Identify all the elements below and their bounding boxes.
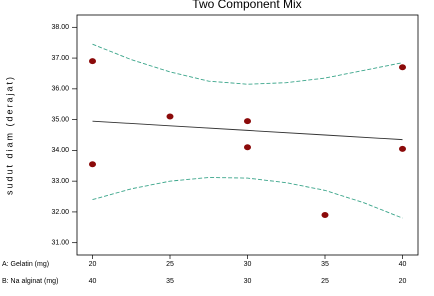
y-tick-label: 32.00: [51, 209, 69, 216]
y-tick-label: 34.00: [51, 147, 69, 154]
data-point: [89, 161, 96, 168]
y-axis-label: sudut diam (derajat): [4, 75, 14, 195]
y-tick-label: 35.00: [51, 116, 69, 123]
data-point: [89, 58, 96, 65]
fit-line: [92, 120, 403, 141]
data-point: [321, 212, 329, 218]
y-tick-label: 31.00: [51, 240, 69, 247]
x-axis-label: A: Gelatin (mg): [2, 261, 49, 268]
x-tick-label: 35: [166, 278, 174, 285]
x-tick-label: 40: [89, 278, 97, 285]
confidence-band: [92, 43, 403, 85]
x-tick-label: 40: [399, 261, 407, 268]
x-tick-label: 30: [244, 278, 252, 285]
x-tick-label: 35: [321, 261, 329, 268]
plot-frame: [76, 14, 419, 256]
data-point: [166, 113, 174, 120]
x-tick-label: 25: [166, 261, 174, 268]
y-tick-label: 37.00: [51, 55, 69, 62]
data-point: [399, 64, 406, 71]
x-axis-label: B: Na alginat (mg): [2, 278, 58, 285]
y-tick-label: 38.00: [51, 24, 69, 31]
data-point: [244, 118, 251, 125]
y-tick-label: 33.00: [51, 178, 69, 185]
x-tick-label: 20: [89, 261, 97, 268]
data-point: [244, 144, 251, 151]
chart-title: Two Component Mix: [192, 0, 301, 11]
data-point: [399, 145, 406, 152]
x-tick-label: 25: [321, 278, 329, 285]
x-tick-label: 30: [244, 261, 252, 268]
x-tick-label: 20: [399, 278, 407, 285]
confidence-band: [92, 177, 403, 219]
y-tick-label: 36.00: [51, 86, 69, 93]
